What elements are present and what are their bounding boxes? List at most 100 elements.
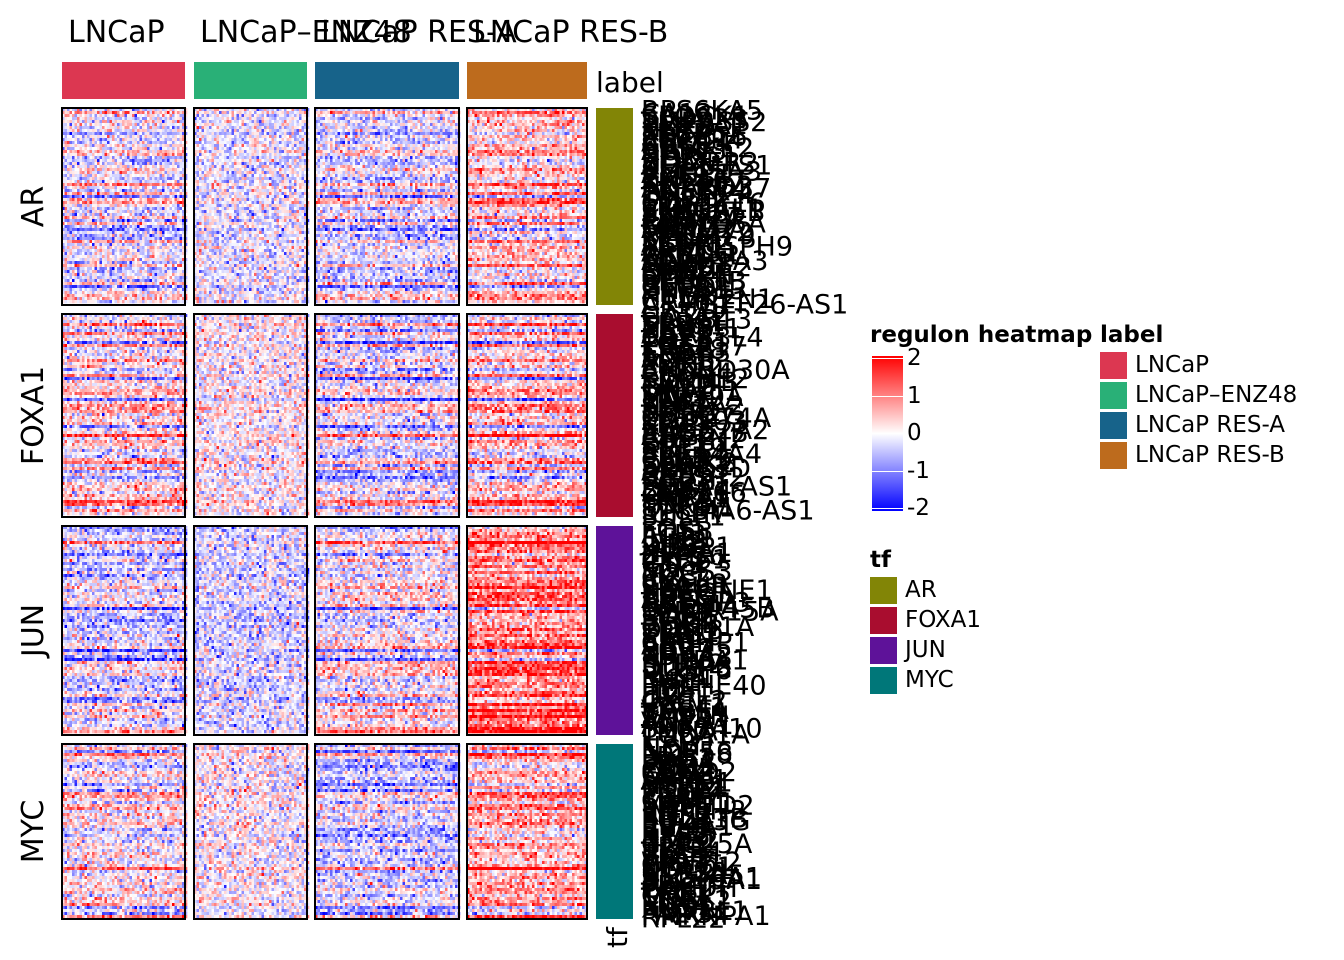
heatmap-cell <box>67 120 70 123</box>
heatmap-cell <box>142 171 145 174</box>
heatmap-cell <box>145 171 148 174</box>
heatmap-cell <box>67 132 70 135</box>
heatmap-cell <box>162 240 165 243</box>
heatmap-cell <box>135 234 138 237</box>
heatmap-cell <box>152 135 155 138</box>
heatmap-cell <box>107 180 110 183</box>
heatmap-cell <box>92 126 95 129</box>
heatmap-cell <box>77 240 80 243</box>
heatmap-cell <box>177 219 180 222</box>
heatmap-cell <box>85 189 88 192</box>
heatmap-cell <box>180 120 183 123</box>
heatmap-cell <box>115 252 118 255</box>
heatmap-cell <box>180 111 183 114</box>
heatmap-cell <box>112 234 115 237</box>
heatmap-cell <box>105 225 108 228</box>
heatmap-cell <box>125 222 128 225</box>
heatmap-cell <box>82 126 85 129</box>
heatmap-cell <box>120 180 123 183</box>
heatmap-cell <box>77 231 80 234</box>
heatmap-cell <box>77 234 80 237</box>
heatmap-cell <box>100 141 103 144</box>
heatmap-cell <box>127 207 130 210</box>
heatmap-cell <box>167 120 170 123</box>
heatmap-cell <box>92 210 95 213</box>
heatmap-cell <box>172 210 175 213</box>
heatmap-cell <box>172 225 175 228</box>
heatmap-cell <box>162 141 165 144</box>
heatmap-cell <box>75 195 78 198</box>
heatmap-cell <box>102 120 105 123</box>
heatmap-cell <box>102 132 105 135</box>
heatmap-cell <box>82 147 85 150</box>
heatmap-cell <box>142 231 145 234</box>
heatmap-cell <box>175 123 178 126</box>
heatmap-cell <box>80 129 83 132</box>
heatmap-cell <box>142 168 145 171</box>
heatmap-cell <box>90 231 93 234</box>
heatmap-cell <box>130 132 133 135</box>
heatmap-cell <box>112 213 115 216</box>
heatmap-cell <box>75 126 78 129</box>
heatmap-cell <box>97 147 100 150</box>
heatmap-cell <box>112 162 115 165</box>
heatmap-cell <box>67 135 70 138</box>
heatmap-cell <box>87 189 90 192</box>
heatmap-cell <box>112 171 115 174</box>
heatmap-cell <box>107 249 110 252</box>
heatmap-cell <box>90 210 93 213</box>
heatmap-cell <box>100 162 103 165</box>
heatmap-cell <box>155 204 158 207</box>
heatmap-cell <box>70 183 73 186</box>
heatmap-cell <box>132 189 135 192</box>
heatmap-cell <box>100 237 103 240</box>
heatmap-cell <box>65 114 68 117</box>
heatmap-cell <box>170 177 173 180</box>
heatmap-cell <box>80 159 83 162</box>
heatmap-cell <box>105 171 108 174</box>
heatmap-cell <box>125 153 128 156</box>
heatmap-cell <box>162 249 165 252</box>
heatmap-cell <box>72 252 75 255</box>
heatmap-cell <box>100 150 103 153</box>
heatmap-cell <box>127 225 130 228</box>
heatmap-cell <box>157 111 160 114</box>
heatmap-cell <box>155 150 158 153</box>
heatmap-cell <box>135 135 138 138</box>
heatmap-cell <box>125 213 128 216</box>
heatmap-cell <box>157 141 160 144</box>
heatmap-cell <box>167 135 170 138</box>
heatmap-cell <box>92 156 95 159</box>
heatmap-cell <box>172 150 175 153</box>
heatmap-cell <box>70 252 73 255</box>
heatmap-cell <box>145 117 148 120</box>
heatmap-cell <box>80 168 83 171</box>
heatmap-cell <box>75 201 78 204</box>
heatmap-cell <box>87 222 90 225</box>
heatmap-cell <box>167 180 170 183</box>
heatmap-cell <box>155 120 158 123</box>
heatmap-cell <box>115 147 118 150</box>
heatmap-cell <box>72 138 75 141</box>
heatmap-cell <box>180 192 183 195</box>
heatmap-cell <box>112 204 115 207</box>
heatmap-cell <box>162 126 165 129</box>
heatmap-cell <box>165 129 168 132</box>
heatmap-cell <box>155 201 158 204</box>
heatmap-cell <box>117 120 120 123</box>
heatmap-cell <box>80 117 83 120</box>
heatmap-cell <box>105 144 108 147</box>
heatmap-cell <box>87 153 90 156</box>
heatmap-cell <box>130 240 133 243</box>
heatmap-cell <box>172 123 175 126</box>
heatmap-cell <box>162 255 165 258</box>
heatmap-cell <box>130 201 133 204</box>
heatmap-cell <box>127 150 130 153</box>
heatmap-cell <box>172 135 175 138</box>
heatmap-cell <box>102 156 105 159</box>
heatmap-cell <box>170 168 173 171</box>
heatmap-cell <box>165 222 168 225</box>
heatmap-cell <box>135 132 138 135</box>
heatmap-cell <box>85 114 88 117</box>
